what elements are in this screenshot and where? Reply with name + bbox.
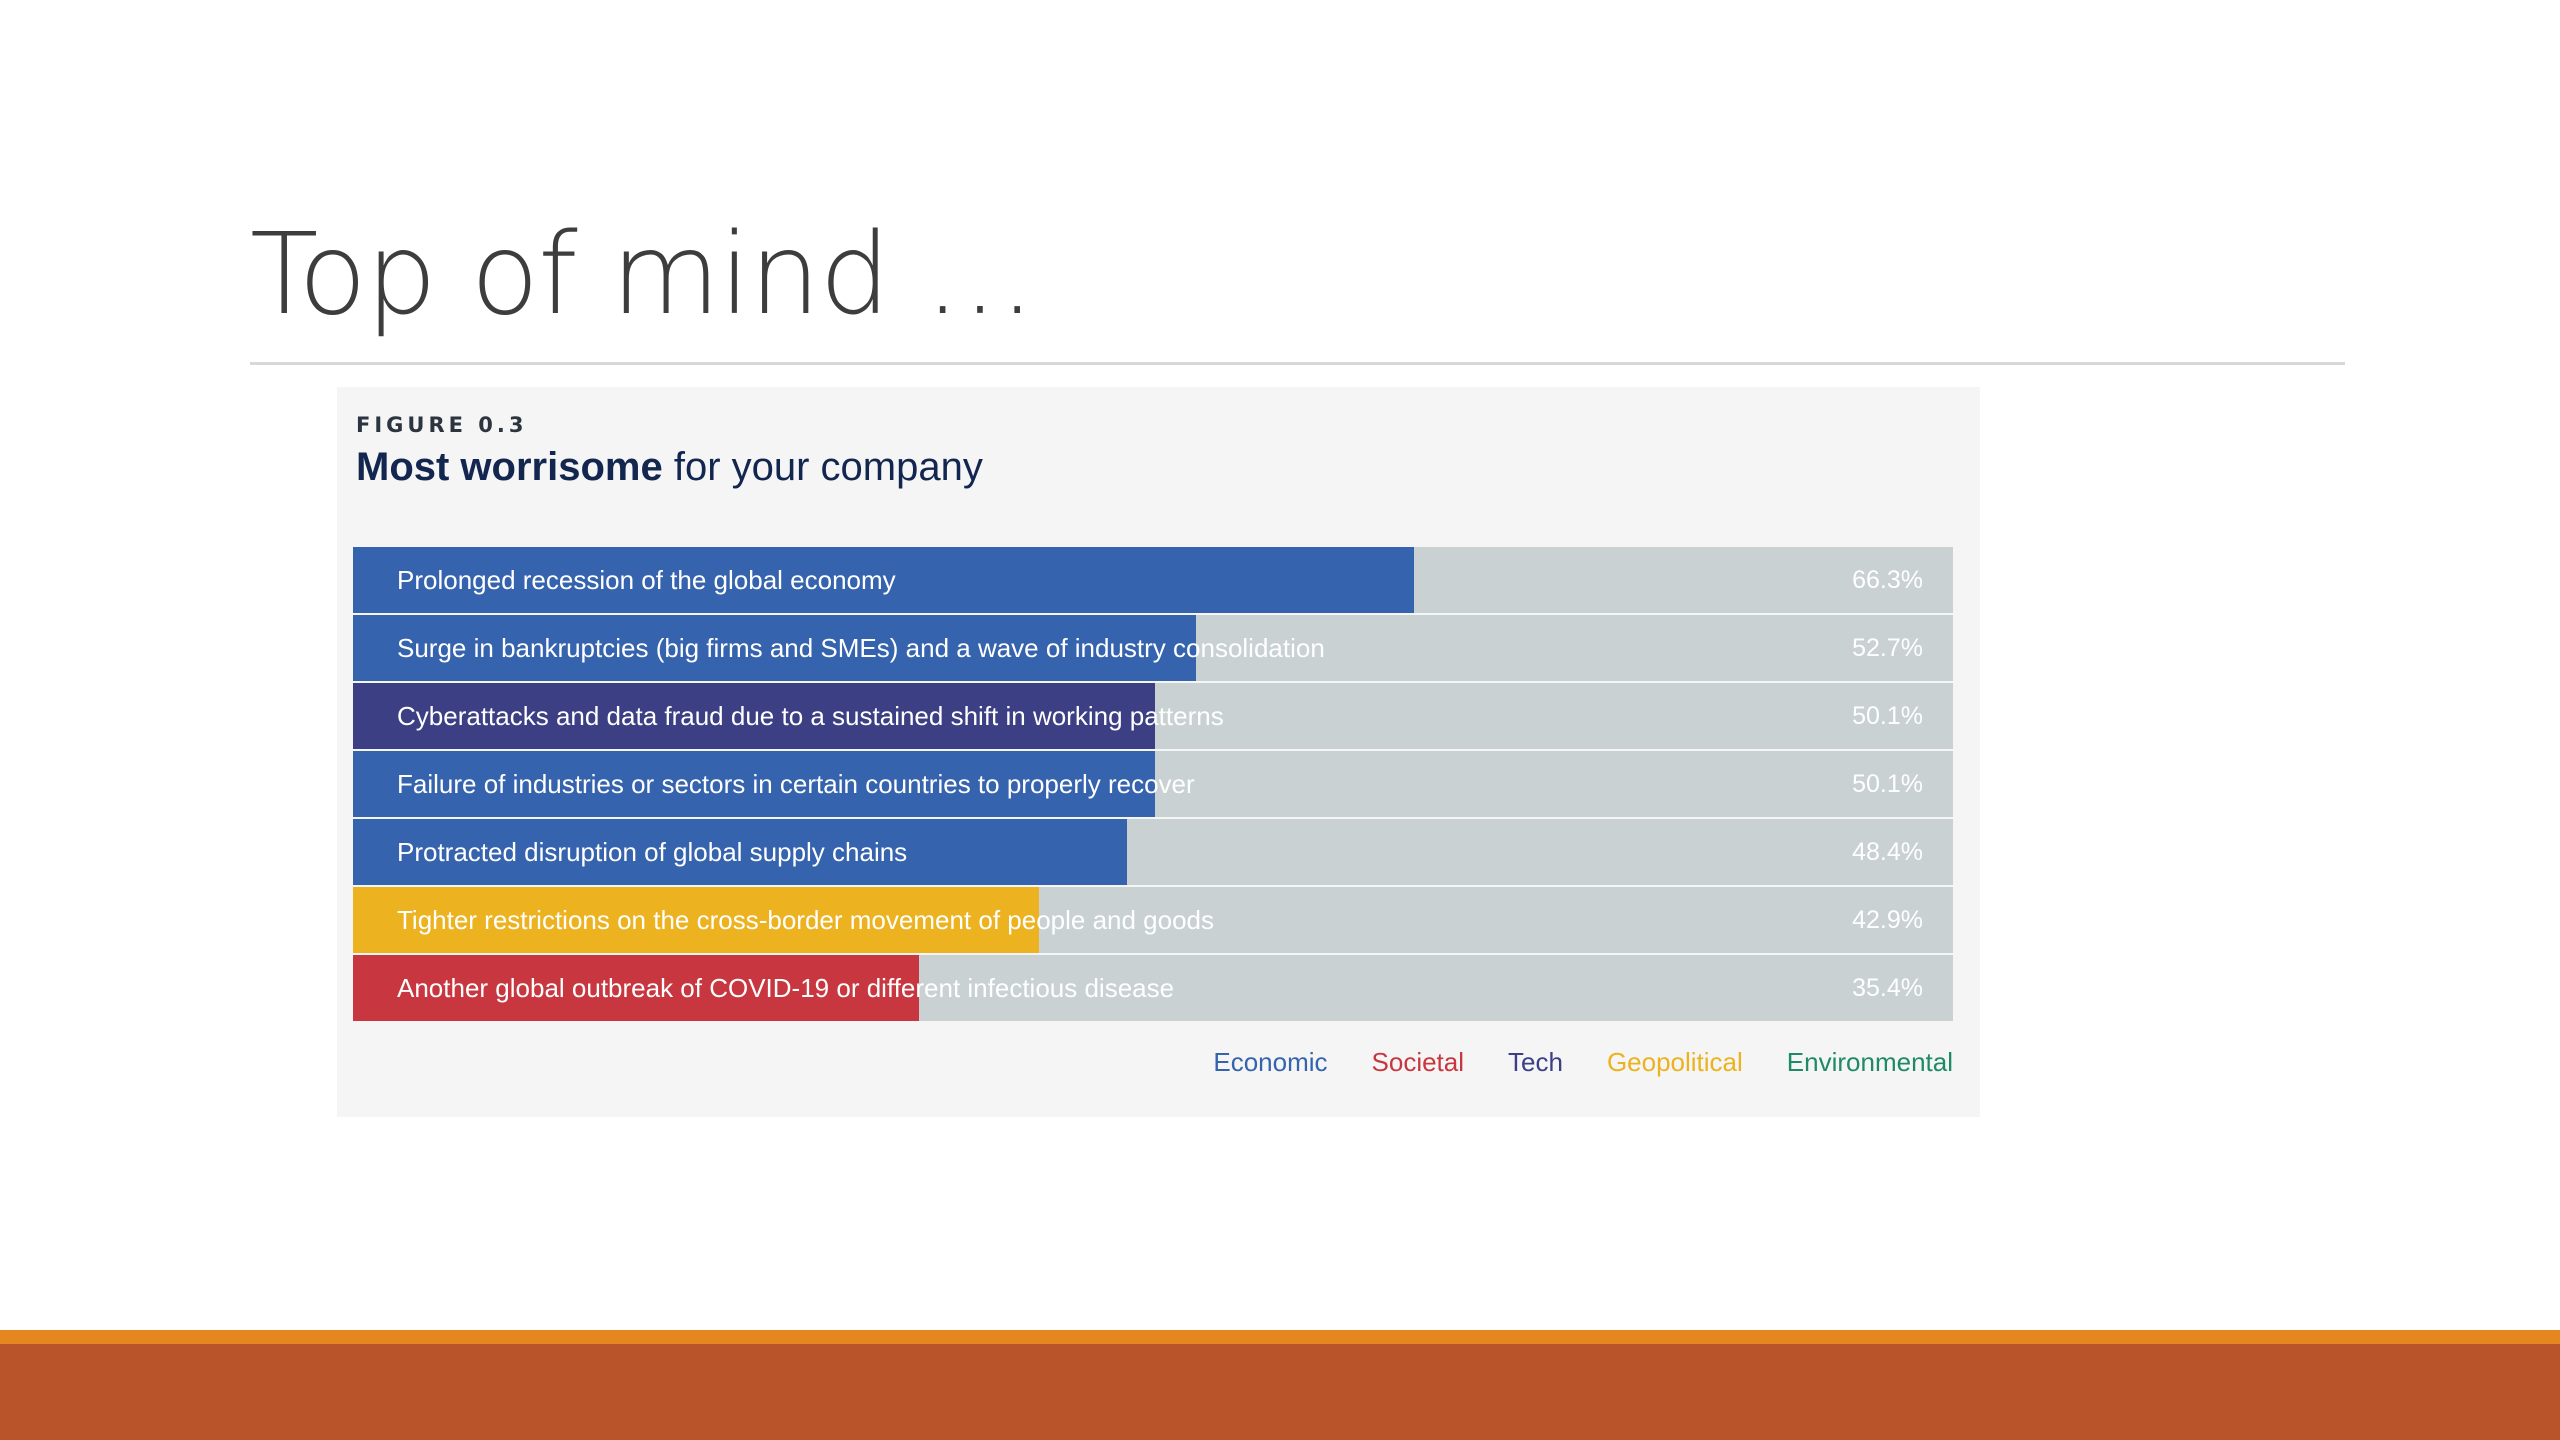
figure-title: Most worrisome for your company (356, 445, 983, 490)
figure-title-rest: for your company (662, 445, 983, 489)
figure-label: FIGURE 0.3 (356, 413, 528, 437)
bar-row: Surge in bankruptcies (big firms and SME… (353, 615, 1953, 681)
bar-chart: Prolonged recession of the global econom… (353, 547, 1953, 1025)
bar-row: Another global outbreak of COVID-19 or d… (353, 955, 1953, 1021)
bar-value-label: 50.1% (1852, 770, 1923, 798)
legend-item-economic: Economic (1213, 1047, 1328, 1077)
bar (353, 955, 920, 1021)
bar-label: Prolonged recession of the global econom… (397, 565, 896, 595)
bar (353, 819, 1128, 885)
bar-label: Another global outbreak of COVID-19 or d… (397, 973, 1175, 1003)
bar-value-label: 50.1% (1852, 702, 1923, 730)
legend-item-environmental: Environmental (1786, 1047, 1953, 1077)
bar (353, 751, 1155, 817)
bar-row: Tighter restrictions on the cross-border… (353, 887, 1953, 953)
bar (353, 547, 1414, 613)
bar (353, 683, 1155, 749)
footer-band (0, 1344, 2560, 1440)
legend-item-geopolitical: Geopolitical (1606, 1047, 1743, 1077)
legend-item-societal: Societal (1371, 1047, 1465, 1077)
bar-value-label: 35.4% (1852, 974, 1923, 1002)
bar-row: Failure of industries or sectors in cert… (353, 751, 1953, 817)
footer-accent-stripe (0, 1330, 2560, 1344)
bar-label: Failure of industries or sectors in cert… (397, 769, 1195, 799)
bar-value-label: 42.9% (1852, 906, 1923, 934)
legend-item-tech: Tech (1508, 1047, 1563, 1077)
chart-legend: Economic Societal Tech Geopolitical Environm… (1213, 1047, 1953, 1078)
figure-title-bold: Most worrisome (356, 445, 663, 489)
figure-panel: FIGURE 0.3 Most worrisome for your compa… (337, 387, 1980, 1117)
bar (353, 887, 1040, 953)
bar-label: Surge in bankruptcies (big firms and SME… (397, 633, 1325, 663)
bar-row: Cyberattacks and data fraud due to a sus… (353, 683, 1953, 749)
bar-row: Prolonged recession of the global econom… (353, 547, 1953, 613)
bar-value-label: 66.3% (1852, 566, 1923, 594)
bar (353, 615, 1197, 681)
bar-value-label: 52.7% (1852, 634, 1923, 662)
bar-value-label: 48.4% (1852, 838, 1923, 866)
title-divider (250, 362, 2345, 365)
bar-label: Cyberattacks and data fraud due to a sus… (397, 701, 1224, 731)
bar-label: Protracted disruption of global supply c… (397, 837, 908, 867)
bar-label: Tighter restrictions on the cross-border… (397, 905, 1215, 935)
slide-title: Top of mind … (250, 210, 1036, 340)
bar-row: Protracted disruption of global supply c… (353, 819, 1953, 885)
